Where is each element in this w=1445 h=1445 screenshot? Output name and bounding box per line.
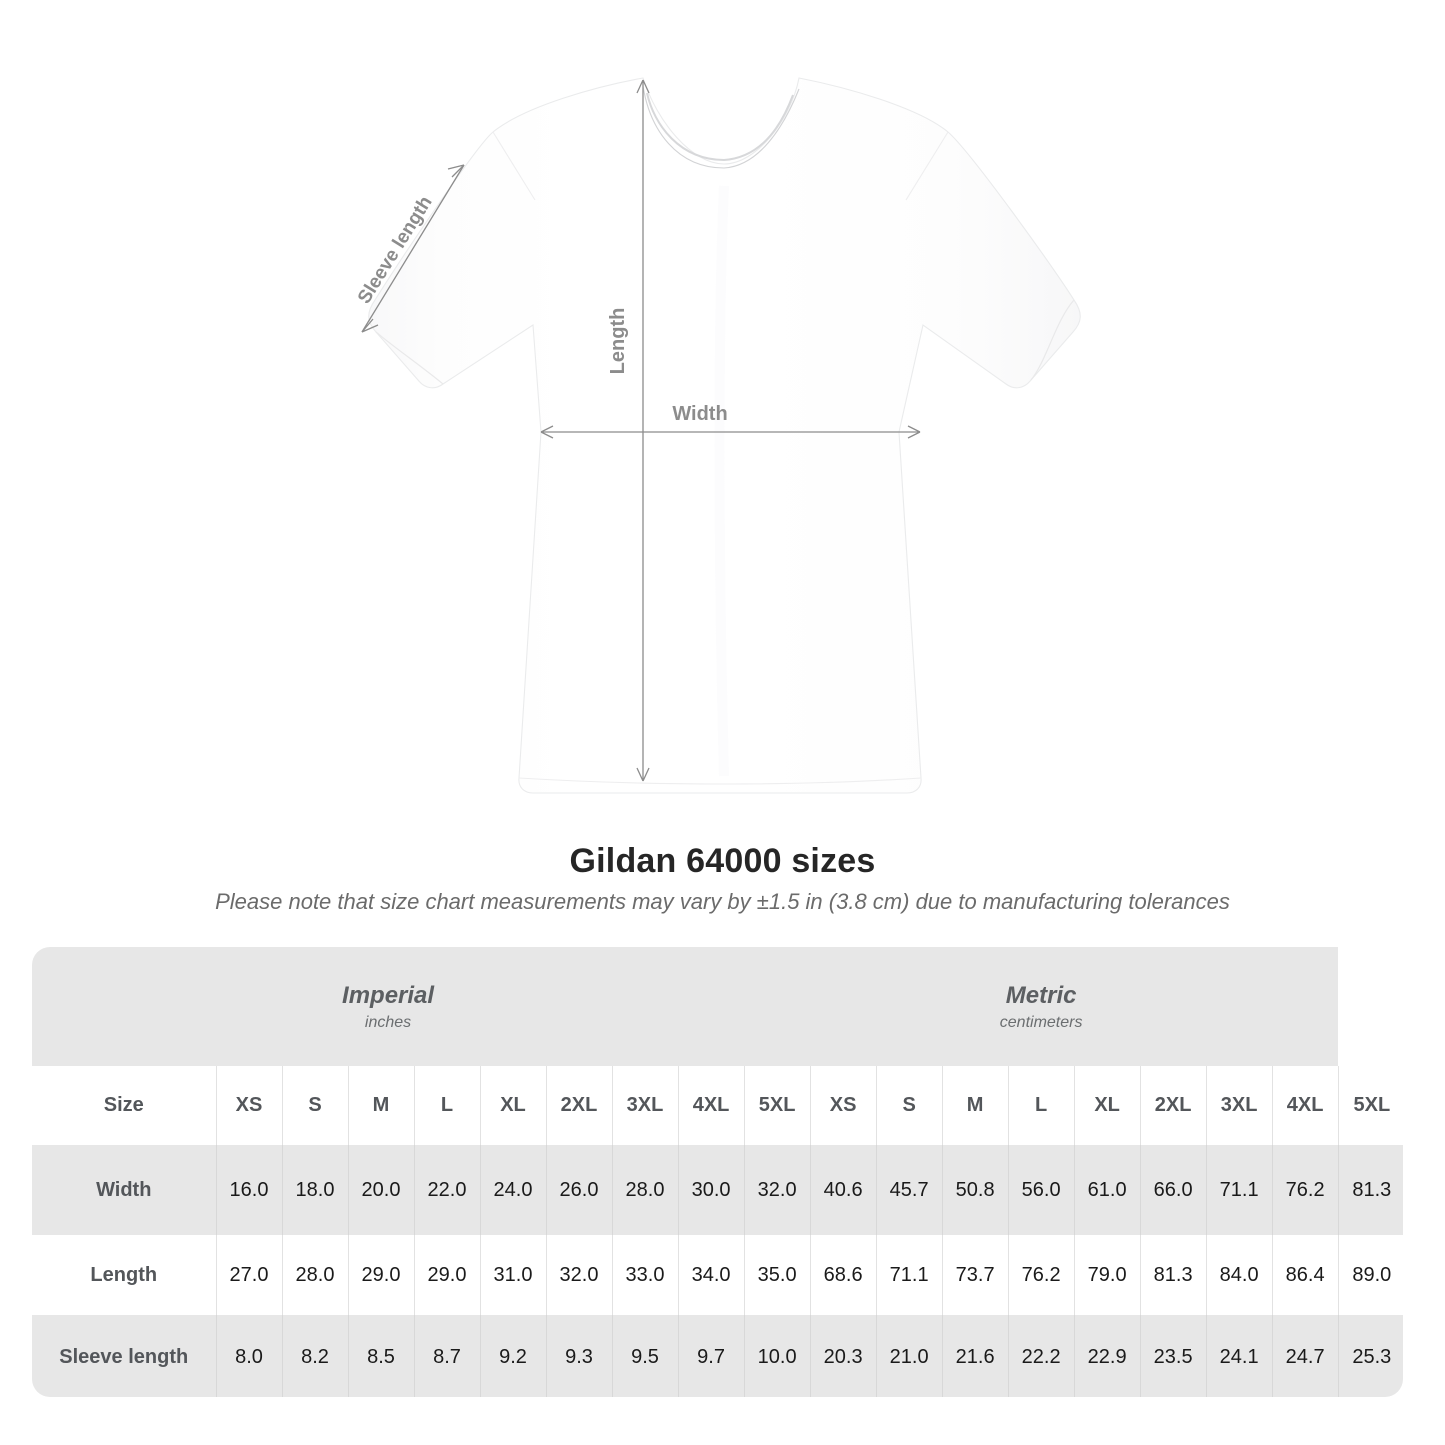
svg-text:Length: Length (607, 308, 629, 375)
svg-text:Width: Width (672, 403, 727, 425)
svg-text:Sleeve length: Sleeve length (354, 193, 437, 308)
